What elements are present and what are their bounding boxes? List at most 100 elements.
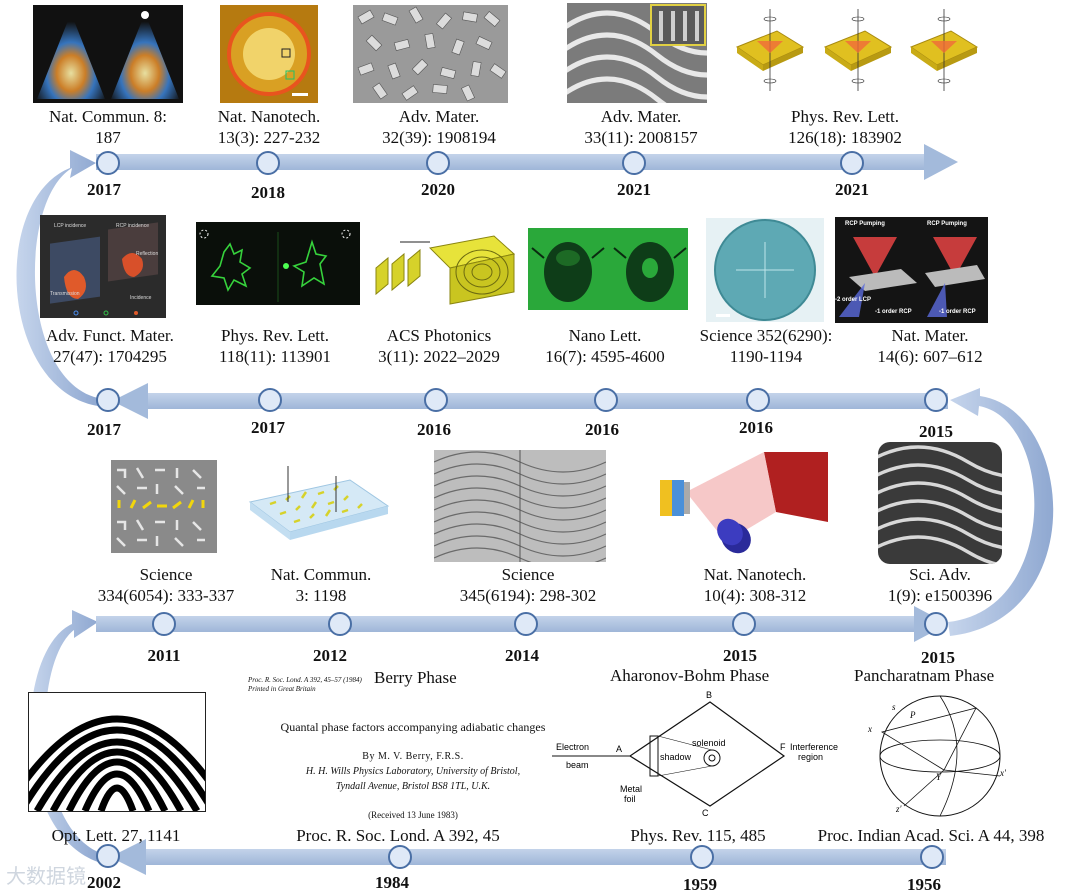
figure-r3-4: [656, 452, 828, 564]
svg-text:shadow: shadow: [660, 752, 692, 762]
figure-r2-2: [196, 222, 360, 305]
svg-text:RCP incidence: RCP incidence: [116, 223, 149, 229]
timeline-node: [426, 151, 450, 175]
year-label: 2016: [585, 420, 619, 439]
year-label: 1984: [375, 873, 409, 892]
svg-text:s: s: [892, 702, 896, 712]
citation-r3-2: Nat. Commun. 3: 1198: [270, 565, 372, 605]
year-label: 2021: [835, 180, 869, 199]
arrow-head-row2: [112, 383, 148, 419]
citation-r1-1: Nat. Commun. 8: 187: [48, 107, 168, 147]
timeline-band-row1: [96, 154, 926, 170]
figure-r2-6: RCP Pumping RCP Pumping -2 order LCP -1 …: [835, 217, 988, 323]
year-label: 2015: [723, 646, 757, 665]
timeline-node: [920, 845, 944, 869]
timeline-node: [924, 612, 948, 636]
figure-r1-3: [353, 5, 508, 103]
timeline-node: [388, 845, 412, 869]
year-label: 2016: [739, 418, 773, 437]
citation-r2-4: Nano Lett. 16(7): 4595-4600: [545, 326, 665, 366]
figure-r1-1: [33, 5, 183, 103]
svg-text:LCP incidence: LCP incidence: [54, 223, 86, 229]
citation-r3-5: Sci. Adv. 1(9): e1500396: [887, 565, 993, 605]
citation-r2-2: Phys. Rev. Lett. 118(11): 113901: [219, 326, 331, 366]
svg-text:Electron: Electron: [556, 742, 589, 752]
svg-text:foil: foil: [624, 794, 636, 804]
citation-r2-5: Science 352(6290): 1190-1194: [699, 326, 833, 366]
citation-r3-4: Nat. Nanotech. 10(4): 308-312: [703, 565, 807, 605]
svg-text:beam: beam: [566, 760, 589, 770]
timeline-node: [690, 845, 714, 869]
timeline-band-row4: [146, 849, 946, 865]
year-label: 2015: [919, 422, 953, 441]
figure-r2-4: [528, 228, 688, 310]
figure-r2-5: [706, 218, 824, 322]
year-label: 2002: [87, 873, 121, 892]
citation-r2-1: Adv. Funct. Mater. 27(47): 1704295: [46, 326, 174, 366]
svg-text:Incidence: Incidence: [130, 295, 152, 301]
year-label: 1956: [907, 875, 941, 894]
timeline-node: [152, 612, 176, 636]
timeline-node: [96, 151, 120, 175]
timeline-node: [732, 612, 756, 636]
citation-r2-3: ACS Photonics 3(11): 2022–2029: [378, 326, 500, 366]
poincare-sphere: s P x x' z' Y: [867, 695, 1007, 817]
citation-r1-4: Adv. Mater. 33(11): 2008157: [584, 107, 698, 147]
year-label: 2016: [417, 420, 451, 439]
ab-diagram: Electron beam A B C F shadow solenoid In…: [552, 690, 838, 818]
svg-text:RCP Pumping: RCP Pumping: [927, 221, 967, 227]
pancharatnam-phase-title: Pancharatnam Phase: [854, 666, 995, 685]
timeline-node: [328, 612, 352, 636]
berry-phase-title: Berry Phase: [374, 668, 457, 687]
citation-r4-2: Proc. R. Soc. Lond. A 392, 45: [296, 826, 500, 845]
svg-text:P: P: [909, 710, 916, 720]
year-label: 2015: [921, 648, 955, 667]
arrow-head-row4: [110, 839, 146, 875]
svg-text:solenoid: solenoid: [692, 738, 726, 748]
timeline-node: [840, 151, 864, 175]
citation-r2-6: Nat. Mater. 14(6): 607–612: [877, 326, 983, 366]
svg-text:z': z': [895, 804, 903, 814]
timeline-node: [746, 388, 770, 412]
citation-r3-3: Science 345(6194): 298-302: [459, 565, 597, 605]
year-label: 2017: [251, 418, 285, 437]
svg-text:-2 order LCP: -2 order LCP: [835, 297, 871, 303]
timeline-node: [594, 388, 618, 412]
figure-r3-3: [434, 450, 606, 562]
svg-text:-1 order RCP: -1 order RCP: [939, 309, 976, 315]
svg-text:-1 order RCP: -1 order RCP: [875, 309, 912, 315]
figure-r2-1: LCP incidence RCP incidence Reflection T…: [40, 215, 166, 318]
figure-r3-5: [878, 442, 1002, 564]
connector-row2-row1: [16, 150, 98, 406]
svg-text:Metal: Metal: [620, 784, 642, 794]
citation-r4-3: Phys. Rev. 115, 485: [630, 826, 766, 845]
citation-r1-5: Phys. Rev. Lett. 126(18): 183902: [788, 107, 902, 147]
timeline-node: [622, 151, 646, 175]
svg-text:Transmission: Transmission: [50, 291, 80, 297]
connector-row3-row2: [948, 388, 1054, 636]
citation-r4-1: Opt. Lett. 27, 1141: [51, 826, 181, 845]
svg-text:Interference: Interference: [790, 742, 838, 752]
timeline-node: [96, 844, 120, 868]
year-label: 2017: [87, 420, 121, 439]
year-label: 2021: [617, 180, 651, 199]
figure-r3-1: [111, 460, 217, 553]
figure-r2-3: [370, 228, 518, 306]
figure-r1-2: [220, 5, 318, 103]
year-label: 2014: [505, 646, 539, 665]
svg-text:region: region: [798, 752, 823, 762]
ab-phase-title: Aharonov-Bohm Phase: [610, 666, 770, 685]
year-label: 2020: [421, 180, 455, 199]
year-label: 1959: [683, 875, 717, 894]
svg-text:B: B: [706, 690, 712, 700]
year-label: 2017: [87, 180, 121, 199]
timeline-node: [924, 388, 948, 412]
svg-text:RCP Pumping: RCP Pumping: [845, 221, 885, 227]
figure-r1-5: [727, 5, 987, 105]
timeline-node: [96, 388, 120, 412]
timeline-node: [258, 388, 282, 412]
timeline-band-row3: [96, 616, 916, 632]
year-label: 2011: [147, 646, 181, 665]
svg-text:Reflection: Reflection: [136, 251, 158, 257]
arrow-head-row1: [924, 144, 958, 180]
